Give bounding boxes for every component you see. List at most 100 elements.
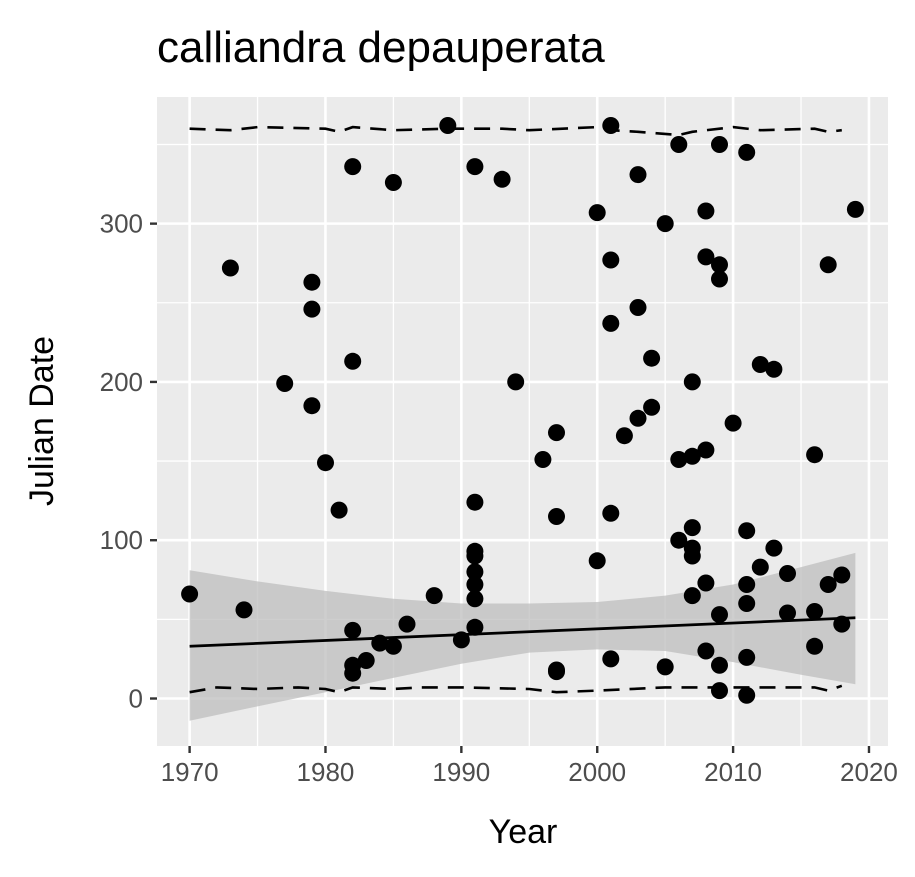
data-point	[738, 648, 756, 666]
data-point	[317, 454, 334, 472]
x-axis: 1970 1980 1990 2000 2010 2020	[161, 746, 898, 787]
data-point	[466, 576, 484, 593]
data-point	[697, 642, 715, 660]
data-point	[466, 590, 484, 608]
data-point	[711, 656, 728, 674]
data-point	[507, 373, 525, 391]
data-point	[493, 170, 511, 188]
x-tick-label: 1990	[432, 757, 490, 787]
data-point	[615, 427, 633, 445]
data-point	[384, 174, 402, 191]
x-tick-label: 1980	[297, 757, 355, 787]
data-point	[738, 686, 756, 704]
data-point	[303, 273, 321, 291]
data-point	[344, 664, 362, 682]
data-point	[398, 615, 416, 633]
data-point	[819, 256, 837, 274]
data-point	[466, 547, 484, 565]
data-point	[683, 373, 701, 391]
data-point	[738, 522, 756, 540]
x-tick-label: 2020	[840, 757, 898, 787]
data-point	[833, 566, 851, 584]
data-point	[779, 565, 796, 582]
data-point	[711, 606, 728, 624]
x-tick-label: 2000	[568, 757, 626, 787]
data-point	[779, 604, 796, 622]
data-point	[439, 117, 457, 134]
data-point	[548, 508, 565, 525]
data-point	[452, 631, 470, 649]
data-point	[629, 166, 647, 184]
data-point	[629, 299, 647, 316]
data-point	[303, 397, 321, 415]
data-point	[602, 504, 620, 522]
data-point	[738, 595, 756, 612]
data-point	[683, 547, 701, 565]
y-tick-label: 300	[100, 209, 143, 239]
data-point	[846, 200, 864, 218]
data-point	[751, 558, 769, 576]
upper-quantile-line	[189, 125, 842, 137]
lower-quantile-line	[189, 684, 843, 694]
points-layer	[181, 117, 864, 704]
data-point	[683, 587, 701, 605]
x-tick-label: 1970	[161, 757, 219, 787]
y-axis-title: Julian Date	[23, 336, 61, 506]
data-point	[711, 136, 728, 153]
data-point	[643, 398, 661, 416]
data-point	[548, 424, 565, 442]
x-tick-label: 2010	[704, 757, 762, 787]
data-point	[602, 314, 620, 332]
y-tick-label: 100	[100, 525, 143, 555]
data-point	[384, 637, 402, 655]
data-point	[276, 375, 294, 392]
data-point	[819, 576, 837, 593]
data-point	[330, 501, 348, 519]
data-point	[643, 349, 661, 367]
data-point	[738, 576, 756, 593]
data-point	[357, 652, 375, 669]
data-point	[683, 447, 701, 465]
y-tick-label: 0	[129, 684, 143, 714]
data-point	[711, 270, 728, 288]
data-point	[344, 158, 362, 176]
data-point	[751, 356, 769, 373]
data-point	[602, 117, 620, 134]
data-point	[656, 658, 674, 676]
data-point	[833, 615, 851, 633]
data-point	[425, 587, 443, 605]
trend-line-layer	[189, 616, 856, 648]
data-point	[806, 603, 824, 620]
data-point	[588, 552, 606, 570]
data-point	[697, 574, 715, 592]
data-point	[670, 451, 688, 468]
data-point	[466, 618, 484, 636]
data-point	[181, 585, 199, 603]
data-point	[806, 637, 824, 655]
data-point	[697, 441, 715, 459]
data-point	[534, 451, 552, 468]
data-point	[602, 650, 620, 668]
data-point	[602, 251, 620, 269]
data-point	[765, 539, 783, 557]
data-point	[765, 360, 783, 378]
y-tick-label: 200	[100, 367, 143, 397]
data-point	[697, 202, 715, 220]
data-point	[371, 634, 389, 652]
data-point	[548, 663, 565, 681]
data-point	[221, 259, 239, 277]
data-point	[697, 248, 715, 266]
chart-title: calliandra depauperata	[157, 23, 605, 72]
data-point	[738, 143, 756, 161]
data-point	[466, 493, 484, 511]
data-point	[466, 563, 484, 581]
data-point	[235, 601, 253, 619]
data-point	[670, 136, 688, 153]
data-point	[588, 204, 606, 222]
data-point	[303, 300, 321, 318]
data-point	[344, 352, 362, 370]
data-point	[656, 215, 674, 233]
data-point	[466, 158, 484, 176]
data-point	[683, 519, 701, 537]
